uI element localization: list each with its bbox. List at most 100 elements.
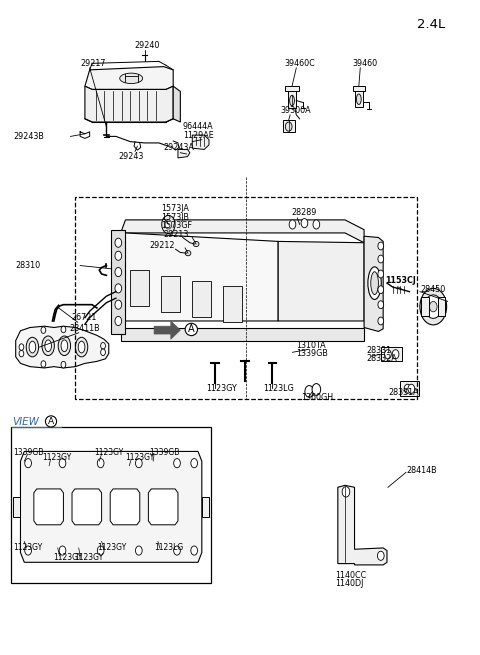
Circle shape xyxy=(97,546,104,555)
Ellipse shape xyxy=(42,336,54,356)
Text: 1123GY: 1123GY xyxy=(95,448,124,457)
Circle shape xyxy=(19,350,24,357)
Circle shape xyxy=(404,384,411,394)
Polygon shape xyxy=(283,120,295,132)
Text: 1310TA: 1310TA xyxy=(296,341,326,350)
Text: 1123GY: 1123GY xyxy=(206,384,237,393)
Ellipse shape xyxy=(185,251,191,255)
Circle shape xyxy=(59,458,66,468)
Circle shape xyxy=(191,458,198,468)
Polygon shape xyxy=(381,347,402,362)
Text: 29213: 29213 xyxy=(164,231,189,239)
Circle shape xyxy=(101,343,106,349)
Polygon shape xyxy=(173,86,180,122)
Text: 1129AE: 1129AE xyxy=(183,131,214,140)
Text: 29212: 29212 xyxy=(149,242,175,250)
Text: 1123GY: 1123GY xyxy=(125,453,155,462)
Ellipse shape xyxy=(193,242,199,247)
Ellipse shape xyxy=(120,73,143,84)
Circle shape xyxy=(384,350,391,359)
Text: 29243A: 29243A xyxy=(164,143,194,152)
Text: 1123LG: 1123LG xyxy=(263,384,294,393)
Polygon shape xyxy=(85,67,173,90)
Polygon shape xyxy=(161,276,180,312)
Circle shape xyxy=(115,300,121,309)
Circle shape xyxy=(313,220,320,229)
Ellipse shape xyxy=(285,122,292,131)
Polygon shape xyxy=(338,485,387,565)
Text: 28332A: 28332A xyxy=(366,354,397,364)
Circle shape xyxy=(115,316,121,326)
Circle shape xyxy=(41,327,46,333)
Ellipse shape xyxy=(45,340,51,352)
Polygon shape xyxy=(421,297,429,316)
Circle shape xyxy=(378,255,384,263)
Text: 1339GB: 1339GB xyxy=(13,448,44,457)
Text: 1339GB: 1339GB xyxy=(296,349,328,358)
Circle shape xyxy=(378,286,384,293)
Text: 28411B: 28411B xyxy=(69,324,100,333)
Text: A: A xyxy=(48,417,54,426)
Text: 1123GY: 1123GY xyxy=(53,553,82,561)
Polygon shape xyxy=(400,381,419,396)
Circle shape xyxy=(301,219,308,228)
Circle shape xyxy=(378,301,384,309)
Circle shape xyxy=(377,552,384,560)
Text: 29217: 29217 xyxy=(80,59,106,68)
Polygon shape xyxy=(154,321,180,339)
Circle shape xyxy=(378,270,384,278)
Text: 28331A: 28331A xyxy=(388,388,419,397)
Ellipse shape xyxy=(368,267,381,299)
Text: 28310: 28310 xyxy=(16,261,41,270)
Polygon shape xyxy=(192,135,209,149)
Polygon shape xyxy=(130,271,149,307)
Polygon shape xyxy=(223,286,242,322)
Circle shape xyxy=(425,295,442,318)
Text: 29243: 29243 xyxy=(118,152,144,161)
Polygon shape xyxy=(120,328,364,341)
Circle shape xyxy=(115,238,121,248)
Circle shape xyxy=(41,361,46,367)
Text: 29240: 29240 xyxy=(134,41,159,50)
Text: VIEW: VIEW xyxy=(12,417,39,427)
Circle shape xyxy=(115,267,121,276)
Circle shape xyxy=(115,251,121,260)
Polygon shape xyxy=(285,86,299,92)
Circle shape xyxy=(420,288,446,325)
Circle shape xyxy=(378,242,384,250)
Text: 1123GY: 1123GY xyxy=(97,544,126,552)
Circle shape xyxy=(174,546,180,555)
Text: 28289: 28289 xyxy=(291,208,317,217)
Circle shape xyxy=(392,350,399,359)
Polygon shape xyxy=(21,451,202,562)
Circle shape xyxy=(165,220,172,229)
Polygon shape xyxy=(178,149,190,158)
Text: 1573JB: 1573JB xyxy=(161,213,189,222)
Polygon shape xyxy=(16,326,109,368)
Text: 29243B: 29243B xyxy=(13,132,44,141)
Ellipse shape xyxy=(29,341,36,353)
Text: 28450: 28450 xyxy=(420,285,445,294)
Ellipse shape xyxy=(357,94,361,104)
Text: 1123LG: 1123LG xyxy=(154,544,183,552)
Ellipse shape xyxy=(61,340,68,352)
Polygon shape xyxy=(13,497,21,517)
Circle shape xyxy=(59,546,66,555)
Text: 1153CJ: 1153CJ xyxy=(385,276,417,285)
Text: 1123GY: 1123GY xyxy=(13,544,43,552)
Text: 96444A: 96444A xyxy=(183,122,213,131)
Circle shape xyxy=(135,458,142,468)
Circle shape xyxy=(61,362,66,368)
Ellipse shape xyxy=(26,337,38,357)
Ellipse shape xyxy=(58,336,71,356)
Polygon shape xyxy=(110,489,140,525)
Polygon shape xyxy=(364,236,383,331)
Circle shape xyxy=(25,546,32,555)
Polygon shape xyxy=(438,297,445,316)
Bar xyxy=(11,426,211,583)
Circle shape xyxy=(101,349,106,356)
Polygon shape xyxy=(120,233,125,328)
Circle shape xyxy=(312,384,321,396)
Polygon shape xyxy=(85,86,173,122)
Text: 28331: 28331 xyxy=(366,346,392,355)
